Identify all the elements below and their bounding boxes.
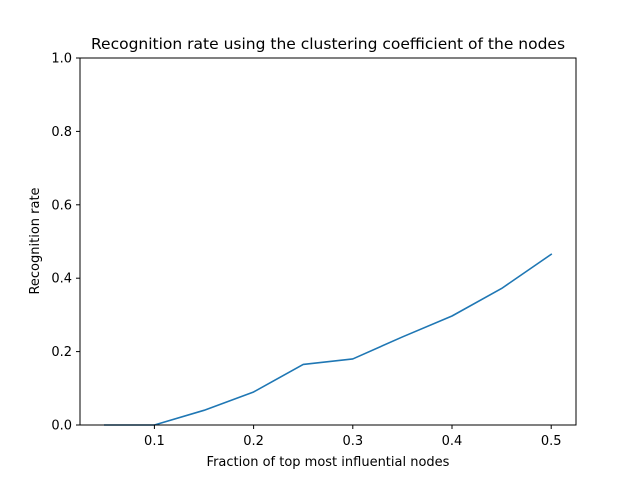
y-axis-label: Recognition rate: [28, 187, 43, 294]
x-tick-label: 0.1: [144, 434, 165, 449]
x-tick-label: 0.4: [442, 434, 463, 449]
x-axis: 0.1 0.2 0.3 0.4 0.5: [144, 425, 562, 449]
series-line-0: [104, 253, 553, 426]
x-tick-label: 0.5: [541, 434, 562, 449]
y-tick-label: 0.6: [51, 198, 72, 213]
x-tick-label: 0.2: [243, 434, 264, 449]
x-axis-label: Fraction of top most influential nodes: [207, 455, 450, 470]
y-tick-label: 0.0: [51, 419, 72, 434]
y-axis: 0.0 0.2 0.4 0.6 0.8 1.0: [51, 52, 80, 434]
y-tick-label: 1.0: [51, 52, 72, 67]
x-tick-label: 0.3: [342, 434, 363, 449]
y-tick-label: 0.4: [51, 272, 72, 287]
plot-area: [79, 57, 577, 426]
chart-title: Recognition rate using the clustering co…: [91, 35, 565, 53]
y-tick-label: 0.2: [51, 345, 72, 360]
y-tick-label: 0.8: [51, 125, 72, 140]
plot-frame: [79, 57, 577, 426]
